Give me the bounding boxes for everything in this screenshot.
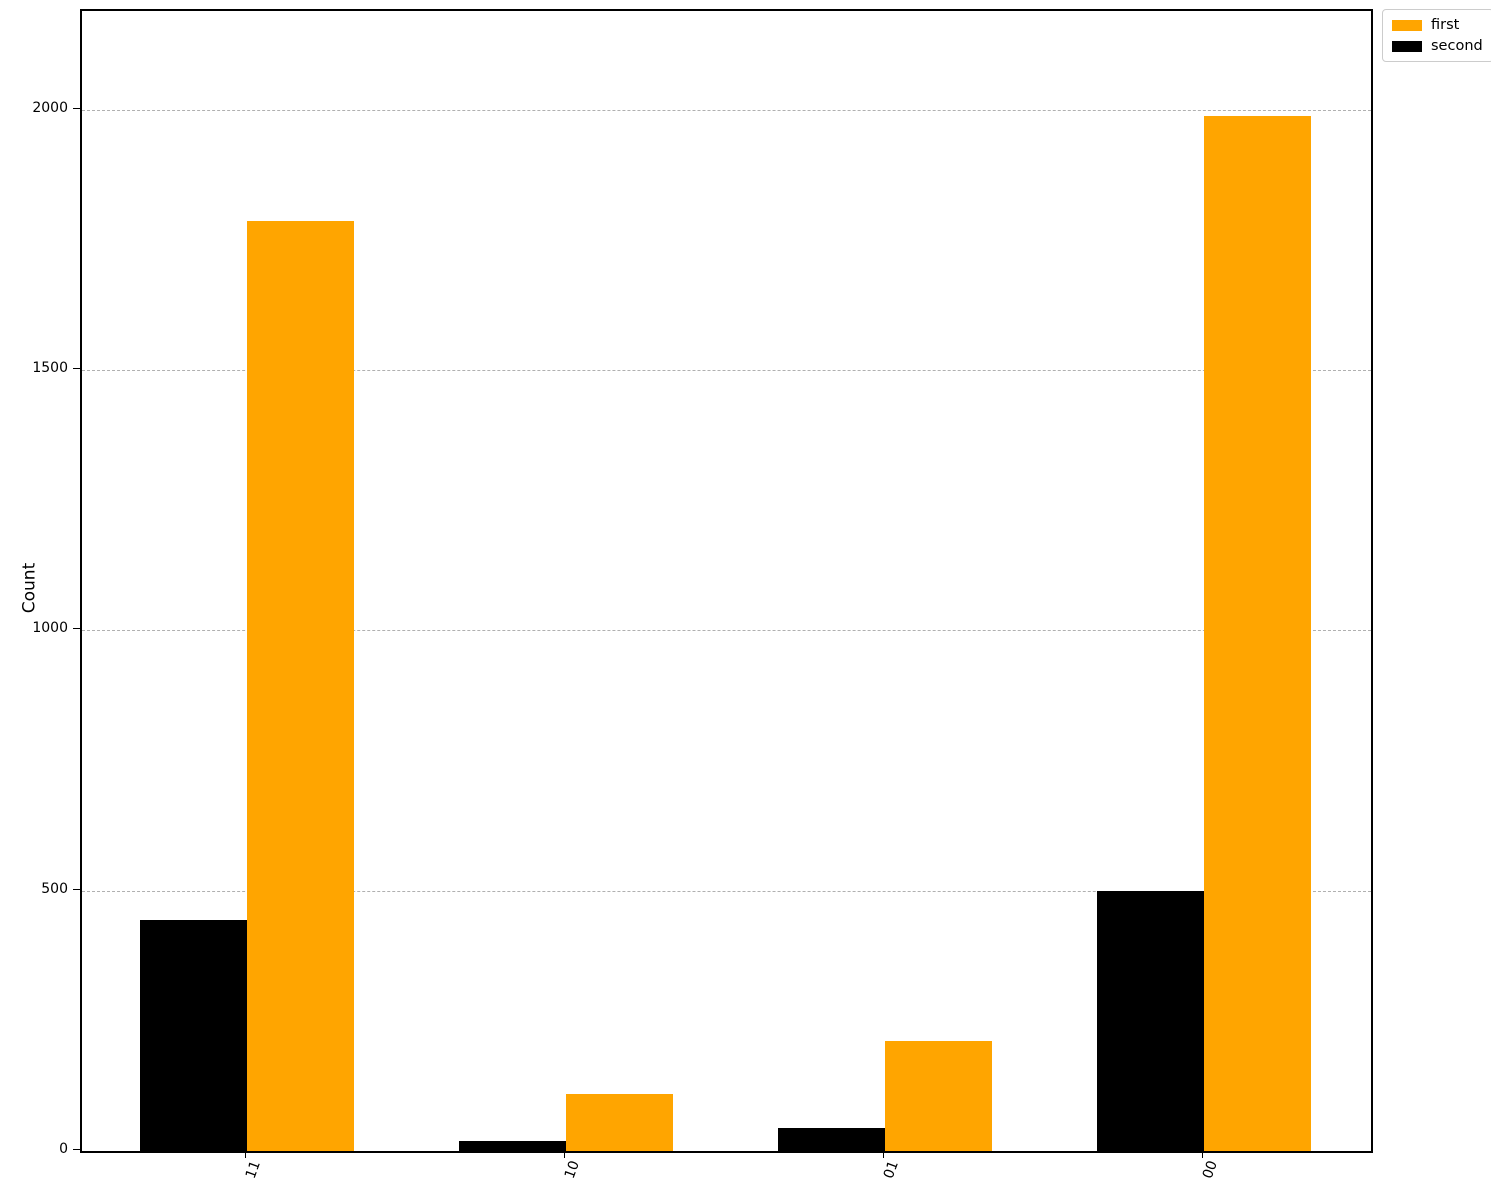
bar-first-00	[1203, 116, 1311, 1151]
legend-swatch-second-icon	[1392, 40, 1422, 52]
legend-item-first: first	[1392, 17, 1483, 33]
y-tick-label-500: 500	[41, 880, 68, 897]
plot-area	[80, 9, 1373, 1153]
gridline-2000	[82, 109, 1371, 111]
legend-swatch-first-icon	[1392, 19, 1422, 31]
y-tick-mark	[73, 1149, 80, 1150]
y-tick-mark	[73, 107, 80, 109]
legend: first second	[1382, 9, 1491, 62]
y-axis-label: Count	[19, 562, 40, 614]
bar-second-00	[1096, 890, 1204, 1151]
gridline-500	[82, 890, 1371, 892]
legend-label-second: second	[1431, 38, 1483, 54]
x-tick-mark	[1201, 1151, 1203, 1158]
y-tick-label-0: 0	[59, 1141, 68, 1157]
legend-item-second: second	[1392, 38, 1483, 54]
gridline-1000	[82, 630, 1371, 632]
bar-second-11	[140, 920, 247, 1151]
y-tick-label-1500: 1500	[32, 360, 68, 377]
y-tick-mark	[73, 628, 80, 630]
x-tick-mark	[245, 1151, 246, 1158]
x-tick-label-01: 01	[880, 1158, 903, 1181]
y-tick-mark	[73, 368, 80, 370]
bar-first-01	[884, 1041, 992, 1151]
y-tick-label-2000: 2000	[32, 99, 68, 116]
bar-second-01	[777, 1128, 885, 1151]
x-tick-mark	[882, 1151, 884, 1158]
bar-first-10	[565, 1094, 673, 1151]
x-tick-label-10: 10	[561, 1158, 584, 1181]
gridline-1500	[82, 370, 1371, 372]
y-tick-label-1000: 1000	[32, 620, 68, 637]
x-tick-mark	[563, 1151, 565, 1158]
bar-second-10	[458, 1141, 566, 1151]
x-tick-label-11: 11	[242, 1158, 265, 1181]
legend-label-first: first	[1431, 17, 1460, 33]
y-tick-mark	[73, 888, 80, 890]
x-tick-label-00: 00	[1199, 1158, 1222, 1181]
bar-first-11	[247, 220, 354, 1151]
